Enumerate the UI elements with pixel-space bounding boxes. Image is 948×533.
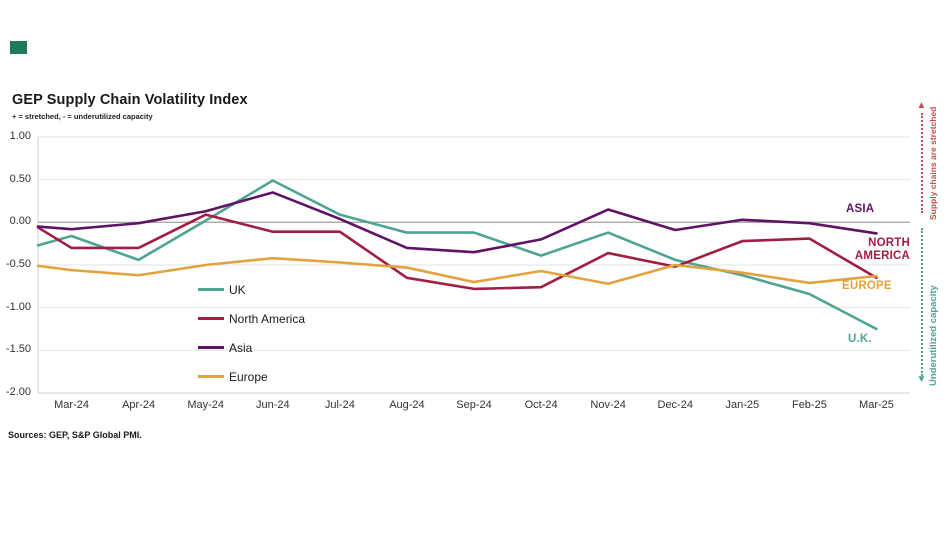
supply-stretched-annotation: Supply chains are stretched — [928, 106, 938, 220]
series-line-uk — [36, 179, 878, 331]
x-axis-tick-label: Nov-24 — [590, 399, 626, 411]
x-axis-tick-label: Oct-24 — [524, 399, 558, 411]
x-axis-tick-label: May-24 — [187, 399, 225, 411]
series-end-label-uk: U.K. — [848, 333, 872, 345]
chart-title: GEP Supply Chain Volatility Index — [12, 92, 248, 108]
green-accent-square — [10, 41, 27, 54]
y-axis-tick-label: 0.50 — [9, 172, 31, 185]
legend-item: Asia — [198, 333, 305, 362]
legend-item: North America — [198, 304, 305, 333]
legend-swatch — [198, 316, 224, 321]
y-axis-tick-label: -2.00 — [5, 386, 31, 398]
series-end-label-europe: EUROPE — [842, 280, 892, 292]
series-line-north-america — [36, 213, 878, 291]
stretched-dotted-line — [921, 113, 923, 213]
legend-swatch — [198, 374, 224, 379]
x-axis-tick-label: Dec-24 — [657, 399, 693, 411]
legend: UK North America Asia Europe — [198, 275, 305, 391]
x-axis-tick-label: Feb-25 — [791, 399, 827, 411]
x-axis-tick-label: Jun-24 — [255, 399, 290, 411]
x-axis-tick-label: Jan-25 — [725, 399, 760, 411]
down-arrow-icon: ▼ — [916, 374, 927, 385]
legend-item: Europe — [198, 362, 305, 391]
legend-label: UK — [229, 282, 246, 297]
series-line-europe — [36, 256, 878, 286]
legend-item: UK — [198, 275, 305, 304]
legend-swatch — [198, 345, 224, 350]
legend-label: Europe — [229, 369, 268, 384]
legend-swatch — [198, 287, 224, 292]
sources-note: Sources: GEP, S&P Global PMI. — [8, 430, 142, 440]
x-axis-tick-label: Mar-25 — [859, 399, 894, 411]
series-end-label-north-america: NORTH AMERICA — [854, 237, 910, 262]
x-axis-tick-label: Aug-24 — [389, 399, 425, 411]
x-axis-tick-label: Apr-24 — [122, 399, 156, 411]
underutilized-annotation: Underutilized capacity — [928, 285, 939, 386]
series-end-label-asia: ASIA — [846, 203, 875, 215]
underutilized-dotted-line — [921, 228, 923, 376]
y-axis-tick-label: -0.50 — [5, 258, 31, 270]
x-axis: Mar-24 Apr-24 May-24 Jun-24 Jul-24 Aug-24 Sep-… — [38, 399, 910, 411]
chart-subtitle: + = stretched, - = underutilized capacit… — [12, 112, 153, 121]
series-line-asia — [36, 191, 878, 254]
y-axis-tick-label: -1.50 — [5, 343, 31, 356]
x-axis-tick-label: Jul-24 — [324, 399, 355, 411]
legend-label: North America — [229, 311, 306, 326]
y-axis-tick-label: 0.00 — [9, 215, 31, 228]
legend-label: Asia — [229, 340, 253, 355]
up-arrow-icon: ▲ — [916, 100, 927, 111]
x-axis-tick-label: Sep-24 — [456, 399, 492, 411]
y-axis-tick-label: -1.00 — [5, 300, 31, 313]
x-axis-tick-label: Mar-24 — [54, 399, 89, 411]
y-axis-tick-label: 1.00 — [9, 130, 31, 142]
